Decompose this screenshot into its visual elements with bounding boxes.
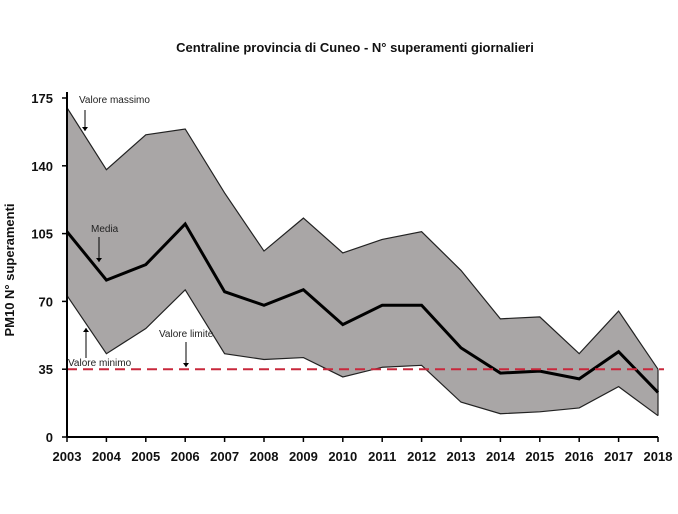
- chart-title: Centraline provincia di Cuneo - N° super…: [176, 40, 534, 55]
- x-tick-label: 2014: [486, 449, 516, 464]
- series-mean-line: [65, 221, 660, 394]
- y-tick-label: 70: [39, 294, 53, 309]
- x-tick-label: 2010: [328, 449, 357, 464]
- y-tick-label: 0: [46, 430, 53, 445]
- x-tick-label: 2018: [644, 449, 673, 464]
- x-tick-label: 2007: [210, 449, 239, 464]
- x-tick-label: 2013: [447, 449, 476, 464]
- x-tick-label: 2005: [131, 449, 160, 464]
- annotation-mean-arrowhead: [96, 258, 102, 262]
- x-tick-label: 2003: [53, 449, 82, 464]
- y-tick-label: 175: [31, 91, 53, 106]
- y-axis-label: PM10 N° superamenti: [2, 203, 17, 336]
- x-tick-label: 2004: [92, 449, 122, 464]
- series-min-line: [66, 288, 659, 417]
- x-tick-label: 2015: [525, 449, 554, 464]
- x-tick-label: 2012: [407, 449, 436, 464]
- annotation-mean-label: Media: [91, 224, 119, 235]
- annotation-limit-arrowhead: [183, 363, 189, 367]
- y-tick-label: 35: [39, 362, 53, 377]
- x-tick-label: 2008: [250, 449, 279, 464]
- annotation-max-arrowhead: [82, 127, 88, 131]
- x-tick-label: 2017: [604, 449, 633, 464]
- annotation-min-arrowhead: [83, 328, 89, 332]
- range-band: [67, 107, 658, 416]
- series-max-line: [66, 107, 659, 370]
- x-tick-label: 2016: [565, 449, 594, 464]
- annotation-max-label: Valore massimo: [79, 95, 150, 106]
- y-tick-label: 140: [31, 159, 53, 174]
- x-tick-label: 2006: [171, 449, 200, 464]
- y-tick-label: 105: [31, 227, 53, 242]
- annotation-limit-label: Valore limite: [159, 329, 214, 340]
- annotation-min-label: Valore minimo: [68, 358, 132, 369]
- x-tick-label: 2011: [368, 449, 396, 464]
- x-tick-label: 2009: [289, 449, 318, 464]
